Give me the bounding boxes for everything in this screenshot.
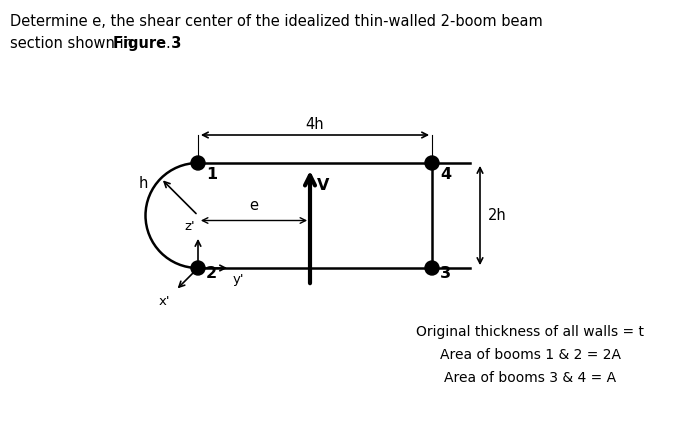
Text: Original thickness of all walls = t: Original thickness of all walls = t xyxy=(416,325,644,339)
Text: 2h: 2h xyxy=(488,208,507,223)
Text: h: h xyxy=(138,176,148,191)
Text: .: . xyxy=(165,36,169,51)
Circle shape xyxy=(191,156,205,170)
Text: x': x' xyxy=(159,295,171,309)
Circle shape xyxy=(425,261,439,275)
Text: 4: 4 xyxy=(440,167,451,182)
Text: Area of booms 3 & 4 = A: Area of booms 3 & 4 = A xyxy=(444,371,616,385)
Text: 4h: 4h xyxy=(306,117,324,132)
Text: Figure 3: Figure 3 xyxy=(113,36,181,51)
Text: Area of booms 1 & 2 = 2A: Area of booms 1 & 2 = 2A xyxy=(440,348,620,362)
Text: 2: 2 xyxy=(206,266,217,281)
Text: e: e xyxy=(249,198,258,212)
Text: z': z' xyxy=(184,220,195,233)
Text: y': y' xyxy=(233,273,244,286)
Text: Determine e, the shear center of the idealized thin-walled 2-boom beam: Determine e, the shear center of the ide… xyxy=(10,14,542,29)
Text: section shown in: section shown in xyxy=(10,36,138,51)
Circle shape xyxy=(425,156,439,170)
Text: V: V xyxy=(317,178,330,193)
Text: 1: 1 xyxy=(206,167,217,182)
Circle shape xyxy=(191,261,205,275)
Text: 3: 3 xyxy=(440,266,451,281)
